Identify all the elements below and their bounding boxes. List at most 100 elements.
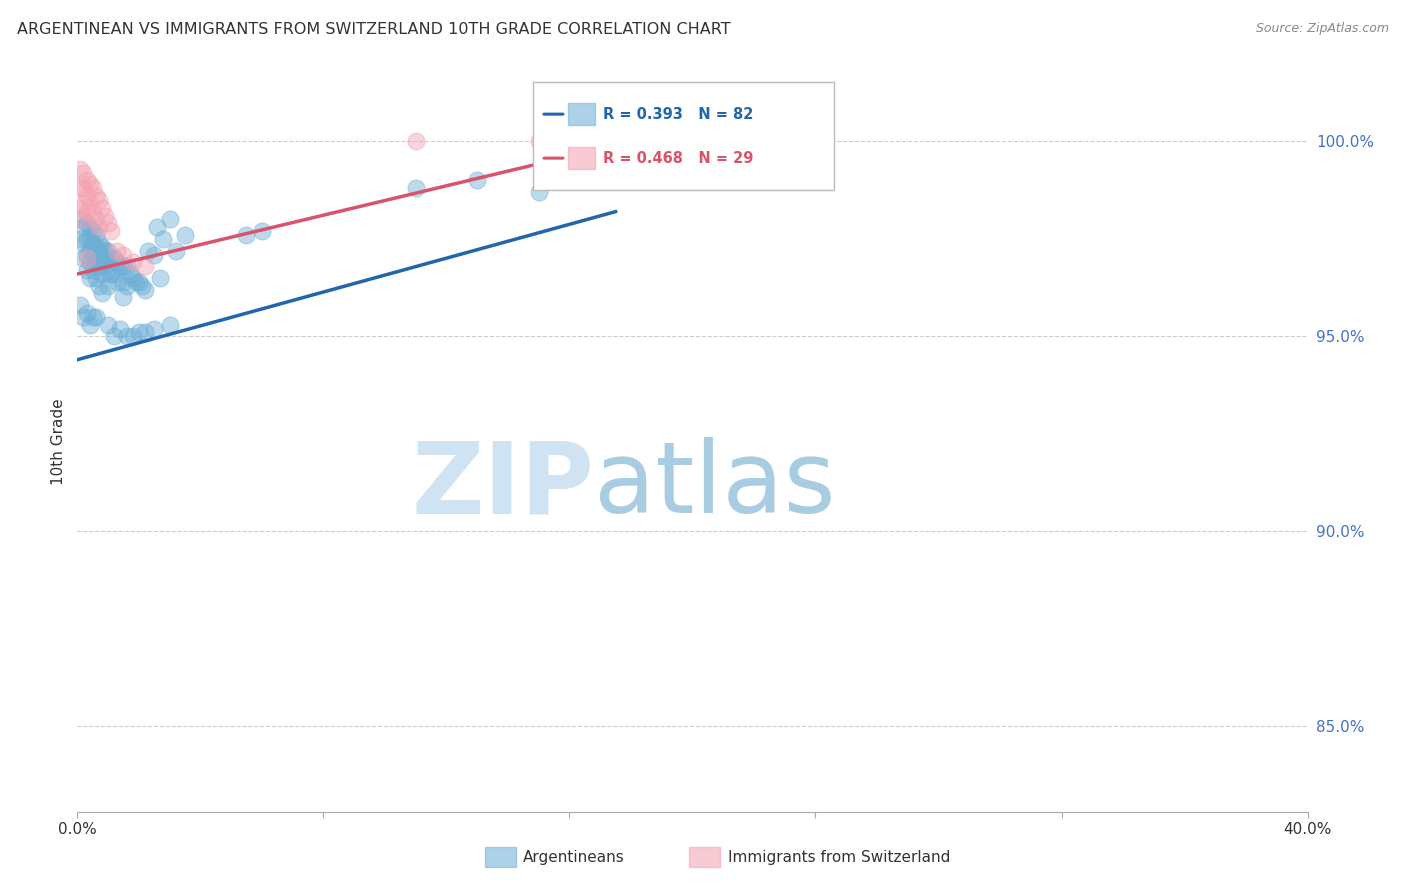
Point	[146, 220, 169, 235]
Point	[76, 306, 98, 320]
Point	[103, 267, 125, 281]
Point	[136, 244, 159, 258]
Point	[90, 286, 114, 301]
Text: ARGENTINEAN VS IMMIGRANTS FROM SWITZERLAND 10TH GRADE CORRELATION CHART: ARGENTINEAN VS IMMIGRANTS FROM SWITZERLA…	[17, 22, 731, 37]
Point	[131, 278, 153, 293]
Point	[110, 321, 132, 335]
Point	[97, 263, 120, 277]
Point	[87, 278, 110, 293]
Point	[82, 204, 104, 219]
Point	[103, 329, 125, 343]
Point	[112, 275, 135, 289]
Point	[84, 227, 107, 242]
Point	[79, 318, 101, 332]
Point	[128, 275, 150, 289]
Point	[76, 247, 98, 261]
Point	[79, 197, 101, 211]
Point	[235, 227, 257, 242]
Text: atlas: atlas	[595, 437, 835, 534]
Point	[69, 181, 91, 195]
Point	[112, 290, 135, 304]
Point	[87, 220, 110, 235]
Point	[79, 178, 101, 192]
Point	[69, 212, 91, 227]
Point	[100, 267, 122, 281]
Point	[165, 244, 187, 258]
Point	[79, 271, 101, 285]
Point	[82, 224, 104, 238]
Point	[76, 189, 98, 203]
Text: Immigrants from Switzerland: Immigrants from Switzerland	[728, 850, 950, 864]
Point	[79, 232, 101, 246]
Point	[76, 173, 98, 187]
Point	[69, 232, 91, 246]
Point	[159, 318, 181, 332]
Point	[79, 244, 101, 258]
Point	[105, 255, 128, 269]
Point	[250, 224, 273, 238]
Point	[97, 216, 120, 230]
Point	[94, 244, 117, 258]
Y-axis label: 10th Grade: 10th Grade	[51, 398, 66, 485]
Point	[87, 193, 110, 207]
Point	[121, 255, 143, 269]
Point	[97, 318, 120, 332]
Point	[82, 235, 104, 250]
Point	[76, 216, 98, 230]
Point	[105, 275, 128, 289]
Point	[94, 259, 117, 273]
Text: R = 0.468   N = 29: R = 0.468 N = 29	[603, 151, 754, 166]
Point	[69, 298, 91, 312]
Point	[134, 283, 156, 297]
Point	[149, 271, 172, 285]
Point	[134, 326, 156, 340]
Point	[121, 271, 143, 285]
Point	[97, 244, 120, 258]
Point	[76, 252, 98, 266]
Point	[72, 212, 94, 227]
Point	[87, 259, 110, 273]
FancyBboxPatch shape	[568, 103, 595, 125]
FancyBboxPatch shape	[533, 82, 834, 190]
Point	[118, 267, 141, 281]
Text: Source: ZipAtlas.com: Source: ZipAtlas.com	[1256, 22, 1389, 36]
Point	[76, 232, 98, 246]
Point	[90, 267, 114, 281]
Point	[405, 181, 427, 195]
Point	[87, 235, 110, 250]
Point	[79, 255, 101, 269]
Point	[100, 224, 122, 238]
Point	[69, 201, 91, 215]
Point	[79, 220, 101, 235]
Text: Argentineans: Argentineans	[523, 850, 624, 864]
Point	[72, 181, 94, 195]
Point	[72, 252, 94, 266]
Point	[110, 259, 132, 273]
Point	[76, 204, 98, 219]
Point	[90, 252, 114, 266]
Point	[84, 255, 107, 269]
Point	[143, 247, 166, 261]
Point	[97, 278, 120, 293]
Point	[134, 259, 156, 273]
Point	[121, 329, 143, 343]
Text: R = 0.393   N = 82: R = 0.393 N = 82	[603, 107, 754, 121]
Point	[105, 244, 128, 258]
Point	[94, 209, 117, 223]
Point	[87, 244, 110, 258]
Point	[112, 247, 135, 261]
Point	[82, 247, 104, 261]
Point	[128, 326, 150, 340]
Point	[84, 310, 107, 324]
Point	[84, 240, 107, 254]
Point	[100, 252, 122, 266]
Point	[82, 181, 104, 195]
Point	[82, 310, 104, 324]
Point	[72, 235, 94, 250]
Point	[84, 271, 107, 285]
Point	[405, 135, 427, 149]
Point	[159, 212, 181, 227]
Point	[82, 263, 104, 277]
Point	[72, 166, 94, 180]
Point	[84, 212, 107, 227]
